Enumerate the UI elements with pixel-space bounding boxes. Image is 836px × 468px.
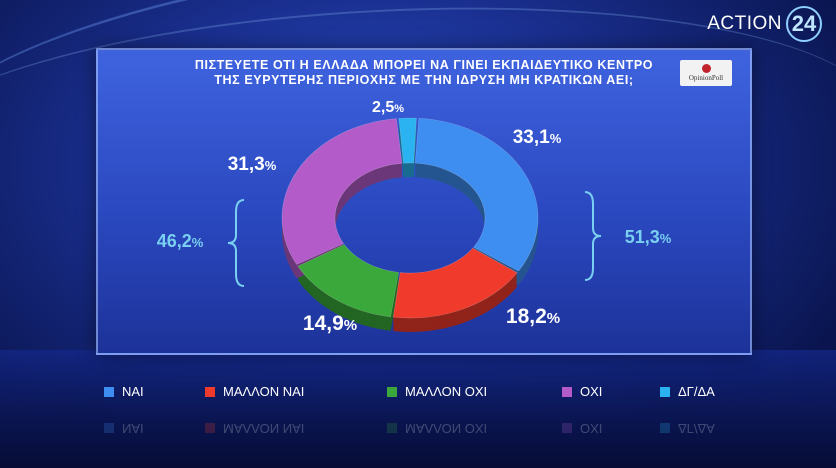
group-brackets: 51,3% 46,2% [157, 191, 672, 287]
legend-label: ΔΓ/ΔΑ [678, 384, 715, 399]
legend-item-oxi-reflection: ΟΧΙ [562, 421, 602, 436]
legend-swatch [387, 423, 397, 434]
slice-oxi-label: 31,3% [228, 154, 277, 175]
legend-item-mallon-nai-reflection: ΜΑΛΛΟΝ ΝΑΙ [205, 421, 304, 436]
chart-title-line-1: ΠΙΣΤΕΥΕΤΕ ΟΤΙ Η ΕΛΛΑΔΑ ΜΠΟΡΕΙ ΝΑ ΓΙΝΕΙ Ε… [194, 58, 654, 72]
donut-labels: 33,1% 18,2% 14,9% 31,3% 2,5% [228, 99, 562, 335]
legend-label: ΔΓ/ΔΑ [678, 421, 715, 436]
channel-logo-text: ACTION [707, 13, 782, 34]
legend-swatch [104, 423, 114, 434]
donut-slices [281, 117, 539, 319]
slice-mallon-oxi-label: 14,9% [303, 312, 357, 335]
legend-label: ΜΑΛΛΟΝ ΝΑΙ [223, 421, 305, 436]
poll-company-name: OpinionPoll [688, 74, 724, 82]
legend-swatch [387, 386, 397, 397]
studio-floor [0, 350, 836, 468]
legend-label: ΜΑΛΛΟΝ ΟΧΙ [405, 421, 488, 436]
channel-logo-number: 24 [786, 6, 822, 42]
legend-label: ΝΑΙ [122, 421, 144, 436]
legend-item-dg-da: ΔΓ/ΔΑ [660, 384, 715, 399]
chart-title: ΠΙΣΤΕΥΕΤΕ ΟΤΙ Η ΕΛΛΑΔΑ ΜΠΟΡΕΙ ΝΑ ΓΙΝΕΙ Ε… [98, 58, 750, 88]
legend-label: ΟΧΙ [580, 421, 603, 436]
legend-label: ΝΑΙ [122, 384, 144, 399]
group-label-left: 46,2% [157, 231, 204, 251]
legend-item-nai: ΝΑΙ [104, 384, 144, 399]
legend-label: ΜΑΛΛΟΝ ΝΑΙ [223, 384, 305, 399]
channel-logo: ACTION 24 [707, 6, 822, 42]
slice-nai [414, 117, 539, 272]
group-bracket-left [227, 199, 245, 287]
group-bracket-right [584, 191, 602, 281]
group-label-right: 51,3% [625, 227, 672, 247]
chart-legend: ΝΑΙ ΜΑΛΛΟΝ ΝΑΙ ΜΑΛΛΟΝ ΟΧΙ ΟΧΙ ΔΓ/ΔΑ [0, 384, 836, 404]
chart-title-line-2: ΤΗΣ ΕΥΡΥΤΕΡΗΣ ΠΕΡΙΟΧΗΣ ΜΕ ΤΗΝ ΙΔΡΥΣΗ ΜΗ … [214, 73, 634, 87]
legend-swatch [562, 386, 572, 397]
legend-swatch [104, 386, 114, 397]
legend-swatch [660, 386, 670, 397]
slice-dg-da [398, 117, 417, 164]
legend-swatch [660, 423, 670, 434]
legend-swatch [205, 386, 215, 397]
slice-mallon-nai [392, 247, 518, 319]
legend-reflection: ΝΑΙ ΜΑΛΛΟΝ ΝΑΙ ΜΑΛΛΟΝ ΟΧΙ ΟΧΙ ΔΓ/ΔΑ [0, 414, 836, 436]
legend-item-mallon-nai: ΜΑΛΛΟΝ ΝΑΙ [205, 384, 304, 399]
slice-oxi [281, 118, 403, 265]
legend-item-dg-da-reflection: ΔΓ/ΔΑ [660, 421, 715, 436]
legend-item-oxi: ΟΧΙ [562, 384, 602, 399]
slice-nai-label: 33,1% [513, 127, 562, 148]
slice-mallon-nai-label: 18,2% [506, 305, 560, 328]
legend-swatch [205, 423, 215, 434]
poll-logo-icon [701, 64, 711, 73]
slice-mallon-oxi [297, 244, 400, 318]
legend-item-nai-reflection: ΝΑΙ [104, 421, 144, 436]
slice-dg-da-label: 2,5% [372, 99, 404, 116]
legend-label: ΟΧΙ [580, 384, 603, 399]
poll-company-badge: OpinionPoll [680, 60, 732, 86]
legend-item-mallon-oxi: ΜΑΛΛΟΝ ΟΧΙ [387, 384, 487, 399]
chart-panel: ΠΙΣΤΕΥΕΤΕ ΟΤΙ Η ΕΛΛΑΔΑ ΜΠΟΡΕΙ ΝΑ ΓΙΝΕΙ Ε… [96, 48, 752, 355]
legend-swatch [562, 423, 572, 434]
legend-label: ΜΑΛΛΟΝ ΟΧΙ [405, 384, 488, 399]
legend-item-mallon-oxi-reflection: ΜΑΛΛΟΝ ΟΧΙ [387, 421, 487, 436]
